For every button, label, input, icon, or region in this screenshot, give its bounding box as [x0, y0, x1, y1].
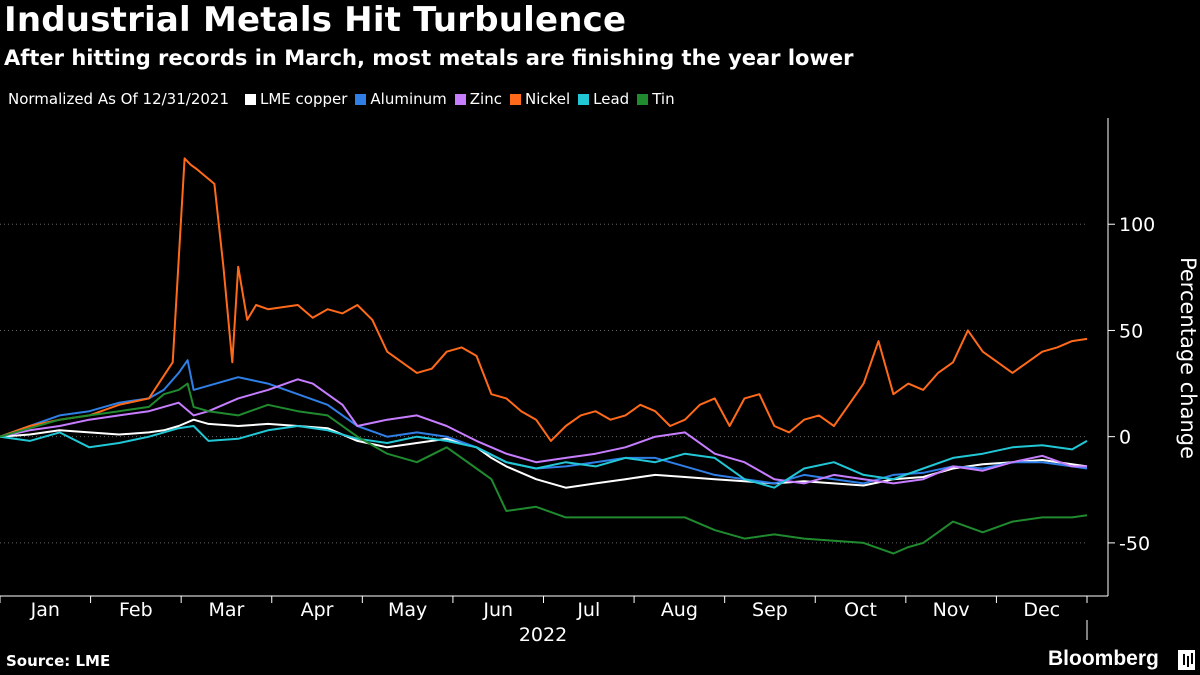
- legend-swatch: [637, 93, 649, 105]
- legend-item: Nickel: [509, 90, 571, 108]
- x-tick-label: Mar: [209, 599, 245, 621]
- x-tick-label: Apr: [301, 599, 334, 621]
- x-tick-label: Jul: [576, 599, 600, 621]
- legend: Normalized As Of 12/31/2021 LME copper Al…: [8, 90, 683, 108]
- x-tick-label: May: [388, 599, 427, 621]
- x-tick-label: Nov: [933, 599, 970, 621]
- x-tick-label: Jan: [30, 599, 60, 621]
- chart-subtitle: After hitting records in March, most met…: [4, 46, 854, 70]
- legend-item: LME copper: [245, 90, 347, 108]
- x-tick-label: Feb: [119, 599, 153, 621]
- legend-item: Aluminum: [355, 90, 447, 108]
- legend-item: Lead: [578, 90, 629, 108]
- y-tick-label: -50: [1119, 533, 1150, 555]
- x-tick-label: Oct: [844, 599, 877, 621]
- y-tick-label: 50: [1119, 320, 1143, 342]
- bloomberg-logo: Bloomberg: [1048, 647, 1159, 670]
- series-line-nickel: [0, 157, 1088, 442]
- legend-swatch: [454, 93, 466, 105]
- legend-swatch: [355, 93, 367, 105]
- chart-icon: [1178, 650, 1195, 670]
- series-line-zinc: [0, 378, 1087, 485]
- legend-swatch: [509, 93, 521, 105]
- x-axis-year-label: 2022: [519, 624, 567, 646]
- y-tick-label: 0: [1119, 427, 1131, 449]
- y-tick-label: 100: [1119, 214, 1155, 236]
- legend-swatch: [578, 93, 590, 105]
- series-lines: [0, 157, 1088, 555]
- x-tick-label: Aug: [661, 599, 698, 621]
- legend-items: LME copper Aluminum Zinc Nickel Lead Tin: [245, 90, 683, 108]
- x-tick-label: Sep: [752, 599, 788, 621]
- legend-label: Tin: [652, 90, 675, 108]
- legend-label: Aluminum: [370, 90, 447, 108]
- series-line-tin: [0, 382, 1088, 555]
- y-axis-label: Percentage change: [1176, 257, 1200, 459]
- gridlines: [0, 223, 1087, 544]
- source-note: Source: LME: [6, 652, 111, 670]
- legend-label: LME copper: [260, 90, 348, 108]
- axes: 100 50 0 -50 Jan Feb Mar Apr May Jun Jul Aug Sep Oct N…: [0, 118, 1155, 640]
- legend-label: Zinc: [469, 90, 502, 108]
- legend-swatch: [245, 93, 256, 105]
- legend-item: Zinc: [454, 90, 502, 108]
- chart-title: Industrial Metals Hit Turbulence: [4, 0, 627, 40]
- legend-item: Tin: [637, 90, 675, 108]
- series-line-lead: [0, 425, 1088, 489]
- legend-label: Lead: [593, 90, 630, 108]
- x-tick-label: Jun: [482, 599, 513, 621]
- legend-label: Nickel: [524, 90, 571, 108]
- legend-note: Normalized As Of 12/31/2021: [8, 90, 229, 108]
- x-tick-label: Dec: [1023, 599, 1060, 621]
- series-line-lme-copper: [0, 418, 1088, 489]
